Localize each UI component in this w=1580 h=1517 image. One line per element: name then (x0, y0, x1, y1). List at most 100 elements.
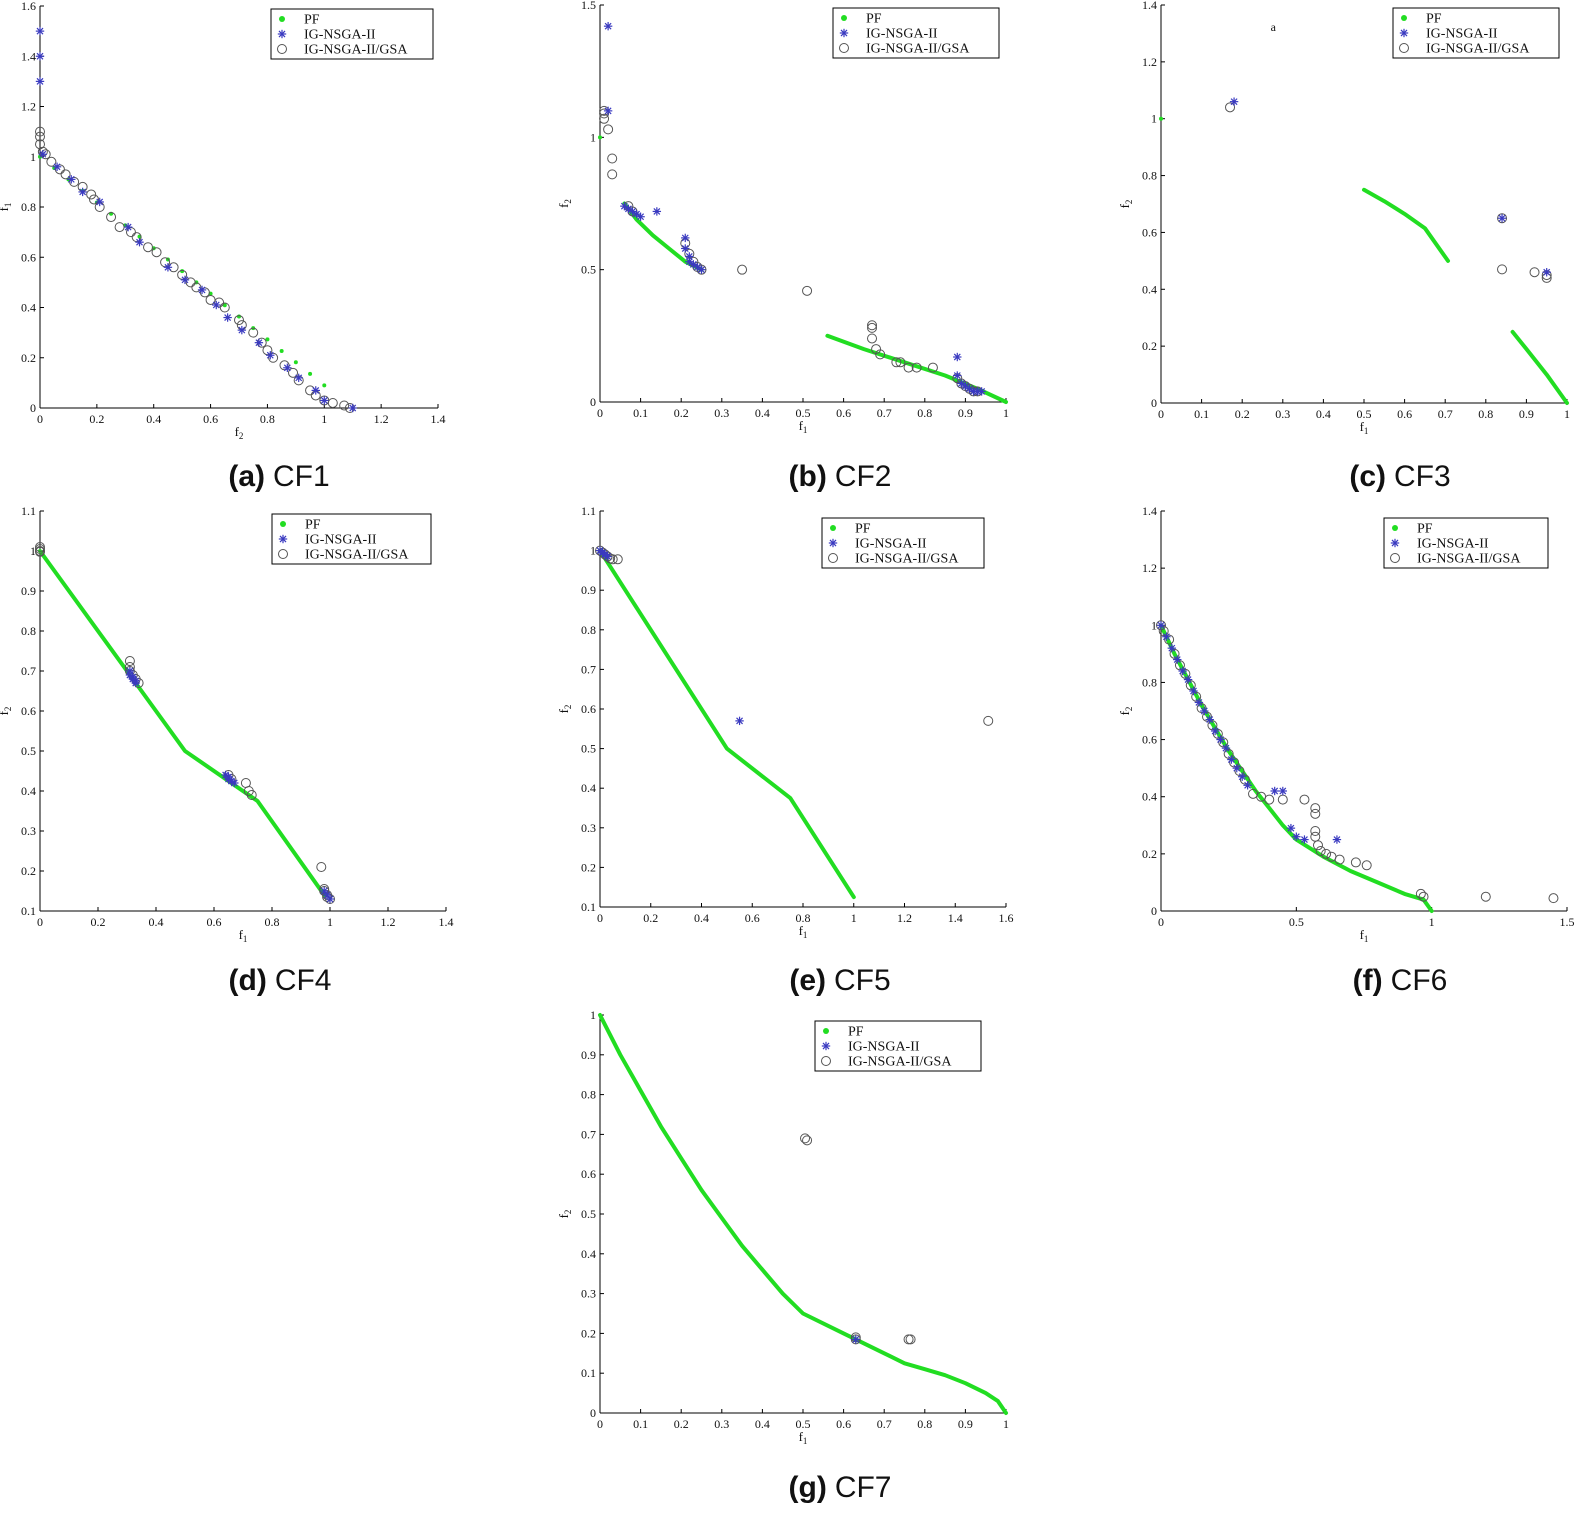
legend-entry: IG-NSGA-II (855, 537, 927, 552)
legend-entry: IG-NSGA-II/GSA (304, 43, 408, 58)
gsa-point (316, 862, 327, 872)
y-tick-label: 1 (590, 130, 596, 144)
gsa-point (1321, 848, 1332, 859)
legend-entry: PF (305, 518, 321, 533)
x-tick-label: 0.4 (149, 915, 164, 929)
y-tick-label: 1.6 (21, 0, 36, 13)
ig-point (38, 150, 48, 159)
legend-pf-marker (841, 15, 847, 21)
ig-point (851, 1335, 860, 1344)
y-tick-label: 0.6 (581, 1167, 596, 1181)
x-axis-label: f1 (1360, 927, 1369, 944)
x-tick-label: 0 (1158, 915, 1164, 929)
pf-point (1159, 116, 1163, 121)
legend-box (270, 8, 434, 60)
gsa-point (1277, 794, 1288, 805)
x-tick-label: 0 (37, 412, 43, 426)
gsa-point (1174, 660, 1185, 671)
gsa-point (1418, 891, 1429, 902)
ig-point (735, 716, 744, 726)
legend-entry: IG-NSGA-II/GSA (848, 1055, 952, 1070)
gsa-point (1299, 794, 1310, 805)
legend-box (1392, 7, 1560, 59)
y-tick-label: 0.6 (1142, 733, 1157, 747)
pf-curve (598, 1013, 1008, 1415)
gsa-point (151, 247, 162, 258)
x-tick-label: 0.8 (260, 412, 275, 426)
ig-point (1270, 786, 1279, 796)
legend-entry: IG-NSGA-II (1417, 537, 1489, 552)
y-tick-label: 0 (1151, 396, 1157, 410)
gsa-point (191, 282, 202, 293)
legend-pf-marker (1401, 15, 1407, 21)
legend-gsa-marker (1390, 553, 1400, 563)
ig-point (163, 263, 173, 272)
y-tick-label: 0.4 (581, 1247, 596, 1261)
gsa-point (1548, 893, 1559, 904)
ig-point (1167, 643, 1177, 653)
x-tick-label: 0.2 (89, 412, 104, 426)
gsa-point (895, 357, 906, 368)
legend-ig-marker (278, 534, 288, 544)
x-tick-label: 1 (1003, 406, 1009, 420)
legend-box (814, 1020, 982, 1072)
gsa-point (1497, 213, 1508, 224)
ig-point (652, 207, 662, 216)
legend-ig-marker (839, 28, 849, 38)
x-tick-label: 1.2 (381, 915, 396, 929)
gsa-point (89, 194, 100, 205)
x-tick-label: 1.5 (1560, 915, 1575, 929)
ig-point (123, 222, 133, 232)
ig-point (681, 233, 690, 243)
ig-point (977, 387, 986, 396)
gsa-point (875, 349, 886, 360)
y-tick-label: 0.4 (1142, 790, 1157, 804)
panel-caption: (d) CF4 (228, 964, 331, 997)
gsa-point (1158, 626, 1169, 636)
x-tick-label: 0.4 (755, 406, 770, 420)
ig-point (1156, 621, 1166, 630)
y-tick-label: 1.5 (581, 0, 596, 12)
x-tick-label: 0.1 (1194, 407, 1209, 421)
x-tick-label: 0.1 (633, 1417, 648, 1431)
y-tick-label: 1.2 (1142, 55, 1157, 69)
ig-point (135, 237, 144, 247)
gsa-point (1156, 620, 1166, 631)
gsa-point (35, 131, 45, 142)
chart-d: 0 0.2 0.4 0.6 0.8 1 1.2 1.4 0.1 0.2 0.3 0.4 0.5 0.6 0.… (0, 504, 454, 997)
x-tick-label: 0.8 (265, 915, 280, 929)
gsa-point (1310, 808, 1321, 819)
legend-entry: IG-NSGA-II/GSA (1417, 552, 1521, 567)
gsa-point (35, 546, 45, 557)
legend-box (821, 517, 985, 569)
gsa-point (1225, 102, 1236, 113)
y-tick-label: 0 (1151, 904, 1157, 918)
y-tick-label: 0.2 (1142, 847, 1157, 861)
gsa-point (214, 297, 225, 308)
ig-point (1286, 823, 1296, 833)
ig-point (1497, 214, 1507, 223)
ig-point (1238, 772, 1247, 781)
legend-pf-marker (1392, 525, 1398, 531)
y-tick-label: 0.7 (21, 664, 36, 678)
x-tick-label: 0.6 (836, 406, 851, 420)
legend-entry: PF (1426, 12, 1442, 27)
y-tick-label: 0.4 (21, 784, 36, 798)
ig-point (1243, 781, 1252, 790)
x-tick-label: 0.6 (836, 1417, 851, 1431)
x-tick-label: 0.2 (1235, 407, 1250, 421)
x-tick-label: 0.9 (1519, 407, 1534, 421)
ig-point (283, 363, 292, 372)
gsa-point (1312, 840, 1323, 851)
ig-point (957, 379, 966, 388)
y-axis-label: f2 (1117, 707, 1134, 716)
ig-point (348, 403, 357, 413)
ig-point (1183, 675, 1193, 684)
y-tick-label: 0.5 (581, 742, 596, 756)
panel-caption: (g) CF7 (788, 1471, 891, 1504)
gsa-point (802, 1135, 813, 1146)
ig-point (1216, 735, 1225, 744)
ig-point (237, 325, 247, 335)
